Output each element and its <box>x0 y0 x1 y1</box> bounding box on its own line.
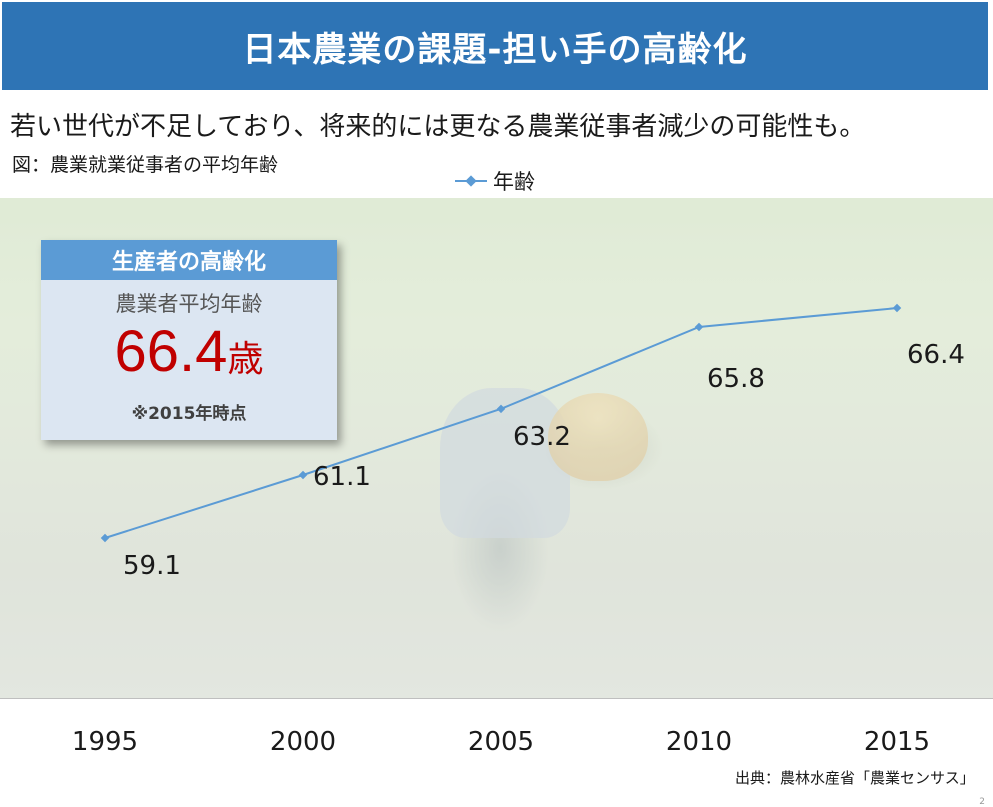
data-point <box>892 303 902 313</box>
x-tick-label: 2000 <box>270 727 336 757</box>
data-label: 65.8 <box>707 364 765 394</box>
info-box-unit: 歳 <box>227 338 264 379</box>
data-point <box>298 470 308 480</box>
x-tick-label: 1995 <box>72 727 138 757</box>
x-tick-label: 2005 <box>468 727 534 757</box>
chart-legend: 年齢 <box>453 166 535 196</box>
info-box-heading: 生産者の高齢化 <box>41 240 337 280</box>
x-axis-line <box>0 698 993 699</box>
x-tick-label: 2010 <box>666 727 732 757</box>
data-label: 59.1 <box>123 551 181 581</box>
page-number: 2 <box>979 797 985 807</box>
figure-caption: 図：農業就業従事者の平均年齢 <box>12 154 279 176</box>
data-label: 61.1 <box>313 462 371 492</box>
data-point <box>496 404 506 414</box>
info-box-label: 農業者平均年齢 <box>115 292 263 316</box>
legend-label: 年齢 <box>493 170 535 194</box>
legend-line-marker-icon <box>455 175 487 187</box>
page-title: 日本農業の課題-担い手の高齢化 <box>242 29 748 70</box>
info-box: 生産者の高齢化 農業者平均年齢 66.4歳 ※2015年時点 <box>41 240 337 440</box>
data-label: 66.4 <box>907 340 965 370</box>
data-point <box>694 322 704 332</box>
info-box-value: 66.4歳 <box>41 320 337 391</box>
x-tick-label: 2015 <box>864 727 930 757</box>
data-label: 63.2 <box>513 422 571 452</box>
title-bar: 日本農業の課題-担い手の高齢化 <box>2 2 988 90</box>
source-credit: 出典：農林水産省「農業センサス」 <box>735 769 975 787</box>
info-box-number: 66.4 <box>114 319 228 384</box>
data-point <box>100 533 110 543</box>
subtitle: 若い世代が不足しており、将来的には更なる農業従事者減少の可能性も。 <box>10 112 866 142</box>
info-box-note: ※2015年時点 <box>131 404 247 424</box>
